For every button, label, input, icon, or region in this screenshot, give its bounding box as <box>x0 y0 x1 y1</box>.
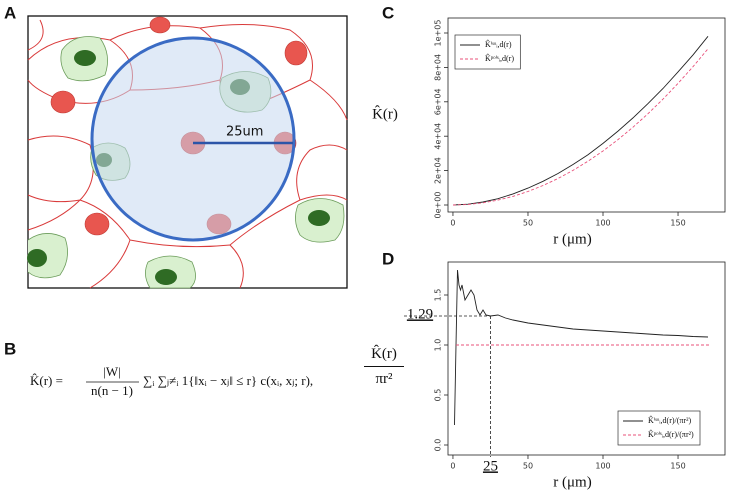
panel-label: B <box>4 339 16 358</box>
y-tick-label: 2e+04 <box>434 157 443 184</box>
y-tick-label: 6e+04 <box>434 88 443 115</box>
cell-illustration: 25um <box>27 15 348 289</box>
legend-box <box>617 410 701 446</box>
panel-label: C <box>382 3 394 22</box>
series-line <box>454 269 709 426</box>
panel-label: D <box>382 249 394 268</box>
series-line <box>452 36 709 206</box>
panel-label: A <box>4 3 16 22</box>
x-tick-label: 150 <box>670 462 685 471</box>
formula-lhs: K̂(r) = <box>30 373 63 388</box>
x-tick-label: 0 <box>450 462 455 471</box>
formula: K̂(r) = |W| n(n − 1) ∑ᵢ ∑ⱼ≠ᵢ 1{‖xᵢ − xⱼ‖… <box>30 364 313 398</box>
x-tick-label: 100 <box>595 462 610 471</box>
legend: K̂ⁱˢᵒᵢ,d(r) K̂ᵖᵒⁱˢᵢ,d(r) <box>454 34 521 70</box>
plot-frame <box>447 17 726 213</box>
scale-label: 25um <box>226 125 263 140</box>
legend-label: K̂ⁱˢᵒᵢ,d(r) <box>485 38 512 49</box>
formula-numerator: |W| <box>103 364 120 379</box>
y-tick-label: 0e+00 <box>434 192 443 219</box>
x-tick-label: 0 <box>450 219 455 228</box>
reference-label: 1.29 <box>407 306 433 322</box>
y-tick-label: 0.5 <box>434 389 443 402</box>
y-tick-label: 1.0 <box>434 339 443 352</box>
y-axis-label: πr² <box>375 371 393 387</box>
x-tick-label: 50 <box>523 219 533 228</box>
y-axis-label: K̂(r) <box>372 106 398 123</box>
x-axis-label: r (μm) <box>553 231 591 247</box>
y-tick-label: 1.5 <box>434 289 443 302</box>
y-tick-label: 0.0 <box>434 439 443 452</box>
y-tick-label: 1e+05 <box>434 20 443 47</box>
legend-label: K̂ᵖᵒⁱˢᵢ,d(r)/(πr²) <box>648 428 694 439</box>
plot-frame <box>447 261 726 456</box>
formula-rhs: ∑ᵢ ∑ⱼ≠ᵢ 1{‖xᵢ − xⱼ‖ ≤ r} c(xᵢ, xⱼ; r), <box>143 373 313 388</box>
legend: K̂ⁱˢᵒᵢ,d(r)/(πr²) K̂ᵖᵒⁱˢᵢ,d(r)/(πr²) <box>617 410 701 446</box>
y-axis-label: K̂(r) <box>371 345 397 362</box>
legend-box <box>454 34 521 70</box>
legend-label: K̂ⁱˢᵒᵢ,d(r)/(πr²) <box>648 414 692 425</box>
y-tick-label: 4e+04 <box>434 123 443 150</box>
x-tick-label: 150 <box>670 219 685 228</box>
x-tick-label: 50 <box>523 462 533 471</box>
reference-label: 25 <box>483 458 498 474</box>
x-axis-label: r (μm) <box>553 474 591 490</box>
x-tick-label: 100 <box>595 219 610 228</box>
series-line <box>452 48 709 206</box>
formula-denominator: n(n − 1) <box>91 383 133 398</box>
legend-label: K̂ᵖᵒⁱˢᵢ,d(r) <box>485 52 514 63</box>
y-tick-label: 8e+04 <box>434 54 443 81</box>
